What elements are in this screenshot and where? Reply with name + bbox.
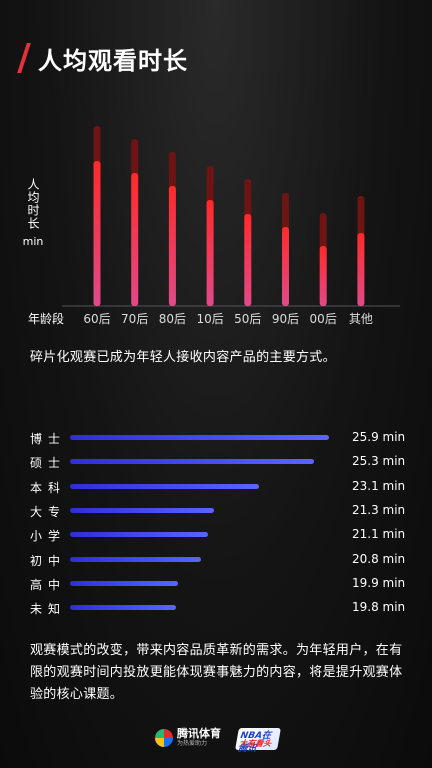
page-title: 人均观看时长 <box>38 46 188 75</box>
x-tick-label: 50后 <box>234 312 262 326</box>
bar-0 <box>93 161 101 306</box>
tencent-sports-logo-sub: 为热爱助力 <box>177 740 208 747</box>
education-bar <box>70 532 209 538</box>
education-value-label: 23.1 min <box>352 478 406 493</box>
education-bar <box>70 435 330 440</box>
tencent-sports-logo-text: 腾讯体育 <box>177 727 221 740</box>
education-label: 小学 <box>30 529 67 544</box>
education-value-label: 20.8 min <box>352 551 406 566</box>
bar-5 <box>282 227 289 306</box>
education-bar <box>70 483 259 489</box>
bar-3 <box>206 200 214 306</box>
caption-second: 观赛模式的改变，带来内容品质革新的需求。为年轻用户，在有限的观赛时间内投放更能体… <box>30 643 403 702</box>
page-title-group: 人均观看时长 <box>17 40 188 76</box>
education-value-label: 19.8 min <box>352 600 406 615</box>
education-value-label: 21.3 min <box>352 502 406 517</box>
x-tick-label: 其他 <box>348 312 373 326</box>
y-axis-label-unit: min <box>22 235 44 248</box>
nba-logo-line2: 大有看头 <box>238 739 272 748</box>
education-value-label: 25.3 min <box>352 454 406 469</box>
education-bar-track <box>70 483 370 489</box>
y-axis-label-text: 人均时长 <box>26 178 40 230</box>
y-axis-label: 人均时长 min <box>20 178 46 249</box>
education-label: 本科 <box>30 480 67 495</box>
education-bar-track <box>70 605 370 611</box>
x-tick-label: 10后 <box>196 312 224 326</box>
bar-4 <box>244 214 252 306</box>
education-label: 高中 <box>30 577 67 592</box>
bar-2 <box>168 186 176 306</box>
education-bar-track <box>70 532 370 538</box>
footer: 腾讯体育 为热爱助力 NBA在腾讯 大有看头 <box>0 726 432 756</box>
education-row: 未知 19.8 min <box>30 600 410 616</box>
x-tick-label: 90后 <box>271 312 300 326</box>
x-tick-label: 00后 <box>309 312 337 326</box>
education-bar-track <box>70 435 370 440</box>
education-row: 高中 19.9 min <box>30 576 410 592</box>
bar-1 <box>131 173 139 306</box>
education-bar <box>70 459 315 465</box>
education-label: 博士 <box>30 432 67 446</box>
education-bar <box>70 605 176 611</box>
tencent-sports-logo: 腾讯体育 为热爱助力 <box>155 728 221 747</box>
education-row: 硕士 25.3 min <box>30 454 410 470</box>
education-label: 大专 <box>30 504 67 519</box>
education-value-label: 25.9 min <box>352 430 406 444</box>
education-label: 硕士 <box>30 456 67 471</box>
education-bar <box>70 580 179 586</box>
education-row: 大专 21.3 min <box>30 503 410 519</box>
x-tick-label: 80后 <box>158 312 187 326</box>
age-bar-chart <box>62 126 400 307</box>
x-tick-label: 70后 <box>121 312 149 326</box>
title-accent-slash <box>17 43 31 73</box>
education-value-label: 19.9 min <box>352 575 406 590</box>
caption-first: 碎片化观赛已成为年轻人接收内容产品的主要方式。 <box>30 350 336 365</box>
bar-7 <box>357 233 365 306</box>
education-bar <box>70 507 214 513</box>
education-label: 初中 <box>30 553 67 568</box>
education-row: 博士 25.9 min <box>30 430 410 446</box>
education-bar-track <box>70 580 370 586</box>
education-bar-track <box>70 507 370 513</box>
education-bar-track <box>70 556 370 562</box>
education-bar <box>70 556 201 562</box>
x-axis-label: 年龄段 <box>28 312 65 326</box>
education-row: 初中 20.8 min <box>30 552 410 568</box>
nba-tencent-logo: NBA在腾讯 大有看头 <box>235 728 281 754</box>
bar-6 <box>319 246 327 306</box>
education-row: 本科 23.1 min <box>30 479 410 495</box>
tencent-sports-logo-icon <box>155 728 173 747</box>
education-label: 未知 <box>30 602 67 617</box>
education-row: 小学 21.1 min <box>30 527 410 543</box>
education-value-label: 21.1 min <box>352 527 406 542</box>
x-tick-label: 60后 <box>83 312 111 326</box>
education-bar-track <box>70 459 370 465</box>
